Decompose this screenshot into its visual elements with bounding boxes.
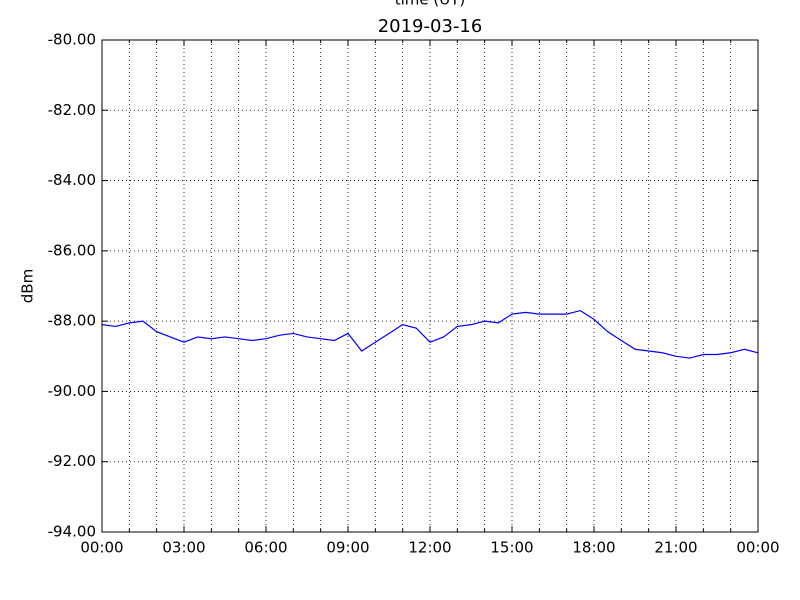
x-tick-label: 12:00	[408, 539, 451, 557]
x-tick-label: 15:00	[490, 539, 533, 557]
y-tick-label: -80.00	[48, 31, 96, 49]
y-tick-label: -84.00	[48, 171, 96, 189]
x-axis-label: time (UT)	[395, 0, 466, 9]
y-tick-label: -92.00	[48, 452, 96, 470]
chart-title: 2019-03-16	[378, 16, 483, 37]
data-line	[101, 309, 759, 359]
y-tick-label: -88.00	[48, 312, 96, 330]
x-tick-label: 06:00	[244, 539, 287, 557]
x-tick-label: 09:00	[326, 539, 369, 557]
x-tick-label: 00:00	[736, 539, 779, 557]
x-tick-label: 18:00	[572, 539, 615, 557]
y-tick-label: -82.00	[48, 101, 96, 119]
y-tick-label: -94.00	[48, 523, 96, 541]
x-tick-label: 21:00	[654, 539, 697, 557]
y-tick-label: -86.00	[48, 241, 96, 259]
plot-frame	[101, 39, 759, 533]
y-axis-label: dBm	[19, 269, 37, 303]
y-tick-label: -90.00	[48, 382, 96, 400]
x-tick-label: 00:00	[80, 539, 123, 557]
x-tick-label: 03:00	[162, 539, 205, 557]
